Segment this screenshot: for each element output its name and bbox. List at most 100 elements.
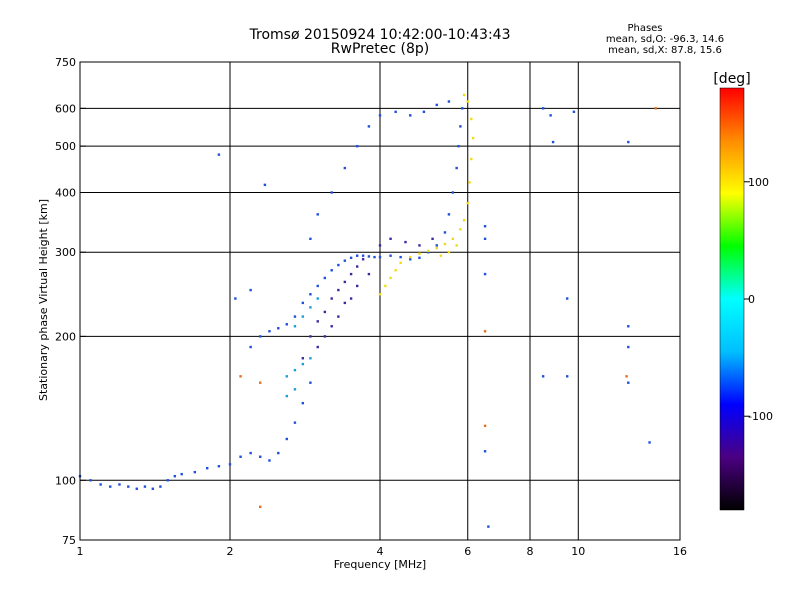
data-point [337,315,340,318]
x-tick-label: 6 [464,545,471,558]
data-point [268,459,271,462]
x-axis-label: Frequency [MHz] [334,558,426,571]
data-point [259,505,262,509]
data-point [159,485,162,488]
data-point [549,114,552,117]
data-point [418,244,421,247]
data-point [418,252,421,255]
colorbar-ticks: 100 0 -100 [744,176,773,423]
data-point [394,269,397,272]
data-point [435,244,438,247]
data-point [404,240,407,244]
data-point [367,272,371,276]
chart-subtitle: RwPretec (8p) [331,41,429,57]
data-point [205,466,209,470]
data-point [151,487,155,490]
y-axis-ticks: 75 100 200 300 400 500 600 750 [55,56,86,547]
data-point [483,450,487,453]
data-point [483,272,487,276]
data-point [409,258,412,261]
data-point [277,327,280,330]
chart-title: Tromsø 20150924 10:42:00-10:43:43 [249,27,511,43]
data-point [355,284,359,288]
data-point [627,140,630,144]
y-tick-label: 750 [55,56,76,69]
data-point [193,470,197,474]
data-point [455,244,458,247]
data-point [293,368,297,372]
data-point [439,254,443,257]
colorbar [719,87,745,511]
colorbar-tick-label: 100 [748,176,769,189]
data-point [323,335,327,338]
data-point [468,181,471,184]
data-point [565,297,569,300]
x-tick-label: 4 [377,545,384,558]
data-point [259,335,262,338]
data-point [487,525,490,528]
data-point [316,213,319,216]
data-point [399,261,402,265]
data-point [249,451,252,455]
data-point [418,256,421,260]
data-point [483,424,487,428]
data-point [259,455,262,458]
data-point [217,153,221,156]
data-point [127,485,130,488]
data-point [355,265,359,268]
data-point [293,421,297,424]
data-point [378,293,382,296]
data-point [301,362,305,366]
data-point [309,306,312,309]
data-point [551,140,555,144]
data-point [389,254,392,257]
data-point [285,394,288,398]
data-point [627,381,630,384]
data-point [435,246,438,250]
data-point [457,144,460,148]
data-point [118,483,121,486]
data-point [483,237,487,241]
data-point [427,249,430,253]
data-point [330,325,333,328]
data-point [301,357,305,360]
data-point [389,237,392,241]
data-point [349,297,353,300]
data-point [378,244,382,247]
data-point [343,280,347,284]
phase-info-title: Phases [627,23,662,34]
data-point [355,254,359,257]
data-point [343,166,347,170]
data-point [316,297,319,300]
x-tick-label: 10 [571,545,585,558]
x-axis-ticks: 1 2 4 6 8 10 16 [77,545,688,558]
data-point [301,315,305,318]
x-tick-label: 16 [673,545,687,558]
data-point [367,125,371,128]
data-point [483,225,487,228]
data-point [330,269,333,272]
data-point [427,251,430,254]
data-point [409,114,412,117]
data-point [627,345,630,349]
data-point [378,114,382,117]
data-point [466,201,469,205]
data-point [361,258,365,261]
data-point [394,110,397,114]
data-point [301,401,305,405]
data-point [399,255,402,259]
y-tick-label: 400 [55,186,76,199]
data-point [565,375,569,378]
data-point [285,375,288,378]
data-point [99,483,102,486]
data-point [627,325,630,328]
data-point [337,288,340,292]
data-point [409,255,412,259]
data-point [277,451,280,455]
colorbar-tick-label: -100 [748,410,773,423]
data-point [337,263,340,267]
data-point [447,100,451,103]
data-point [435,103,438,107]
data-point [462,93,466,97]
